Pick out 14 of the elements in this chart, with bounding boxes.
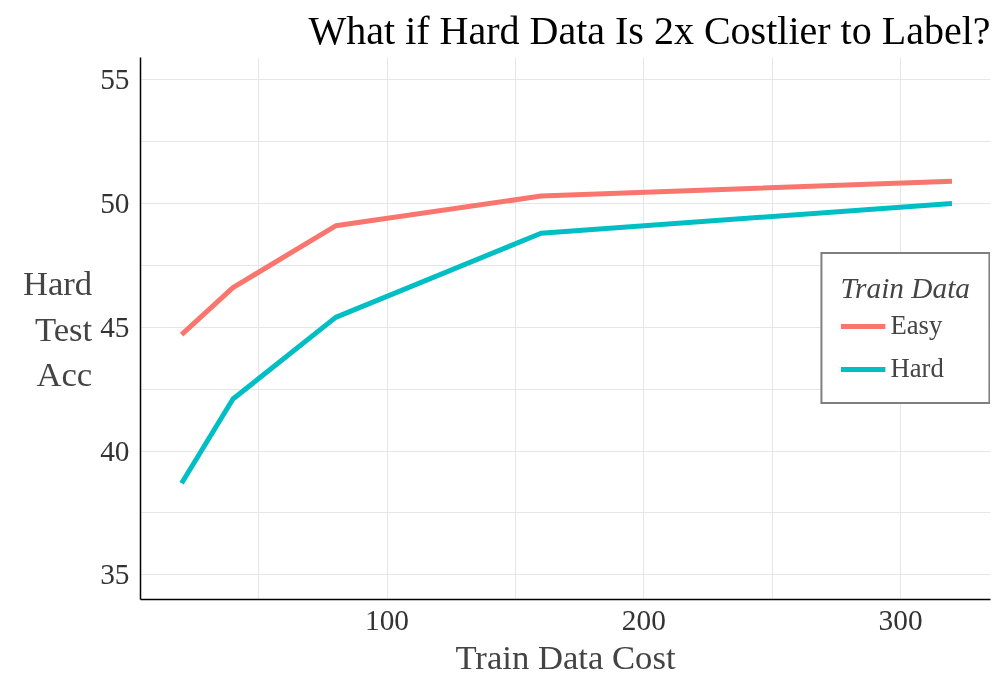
y-tick-label: 45 bbox=[100, 310, 130, 343]
legend-label: Hard bbox=[890, 353, 944, 384]
x-tick-label: 300 bbox=[878, 603, 923, 636]
chart-title: What if Hard Data Is 2x Costlier to Label? bbox=[308, 7, 991, 53]
y-tick-label: 55 bbox=[100, 63, 130, 96]
x-tick-label: 200 bbox=[621, 603, 666, 636]
y-tick-label: 40 bbox=[100, 434, 130, 467]
y-axis-title: Hard Test Acc bbox=[22, 263, 93, 394]
x-tick-label: 100 bbox=[365, 603, 410, 636]
legend-title: Train Data bbox=[840, 272, 970, 305]
y-tick-label: 50 bbox=[100, 187, 130, 220]
x-axis-title: Train Data Cost bbox=[455, 637, 676, 676]
legend-label: Easy bbox=[890, 310, 943, 341]
y-tick-label: 35 bbox=[100, 558, 130, 591]
